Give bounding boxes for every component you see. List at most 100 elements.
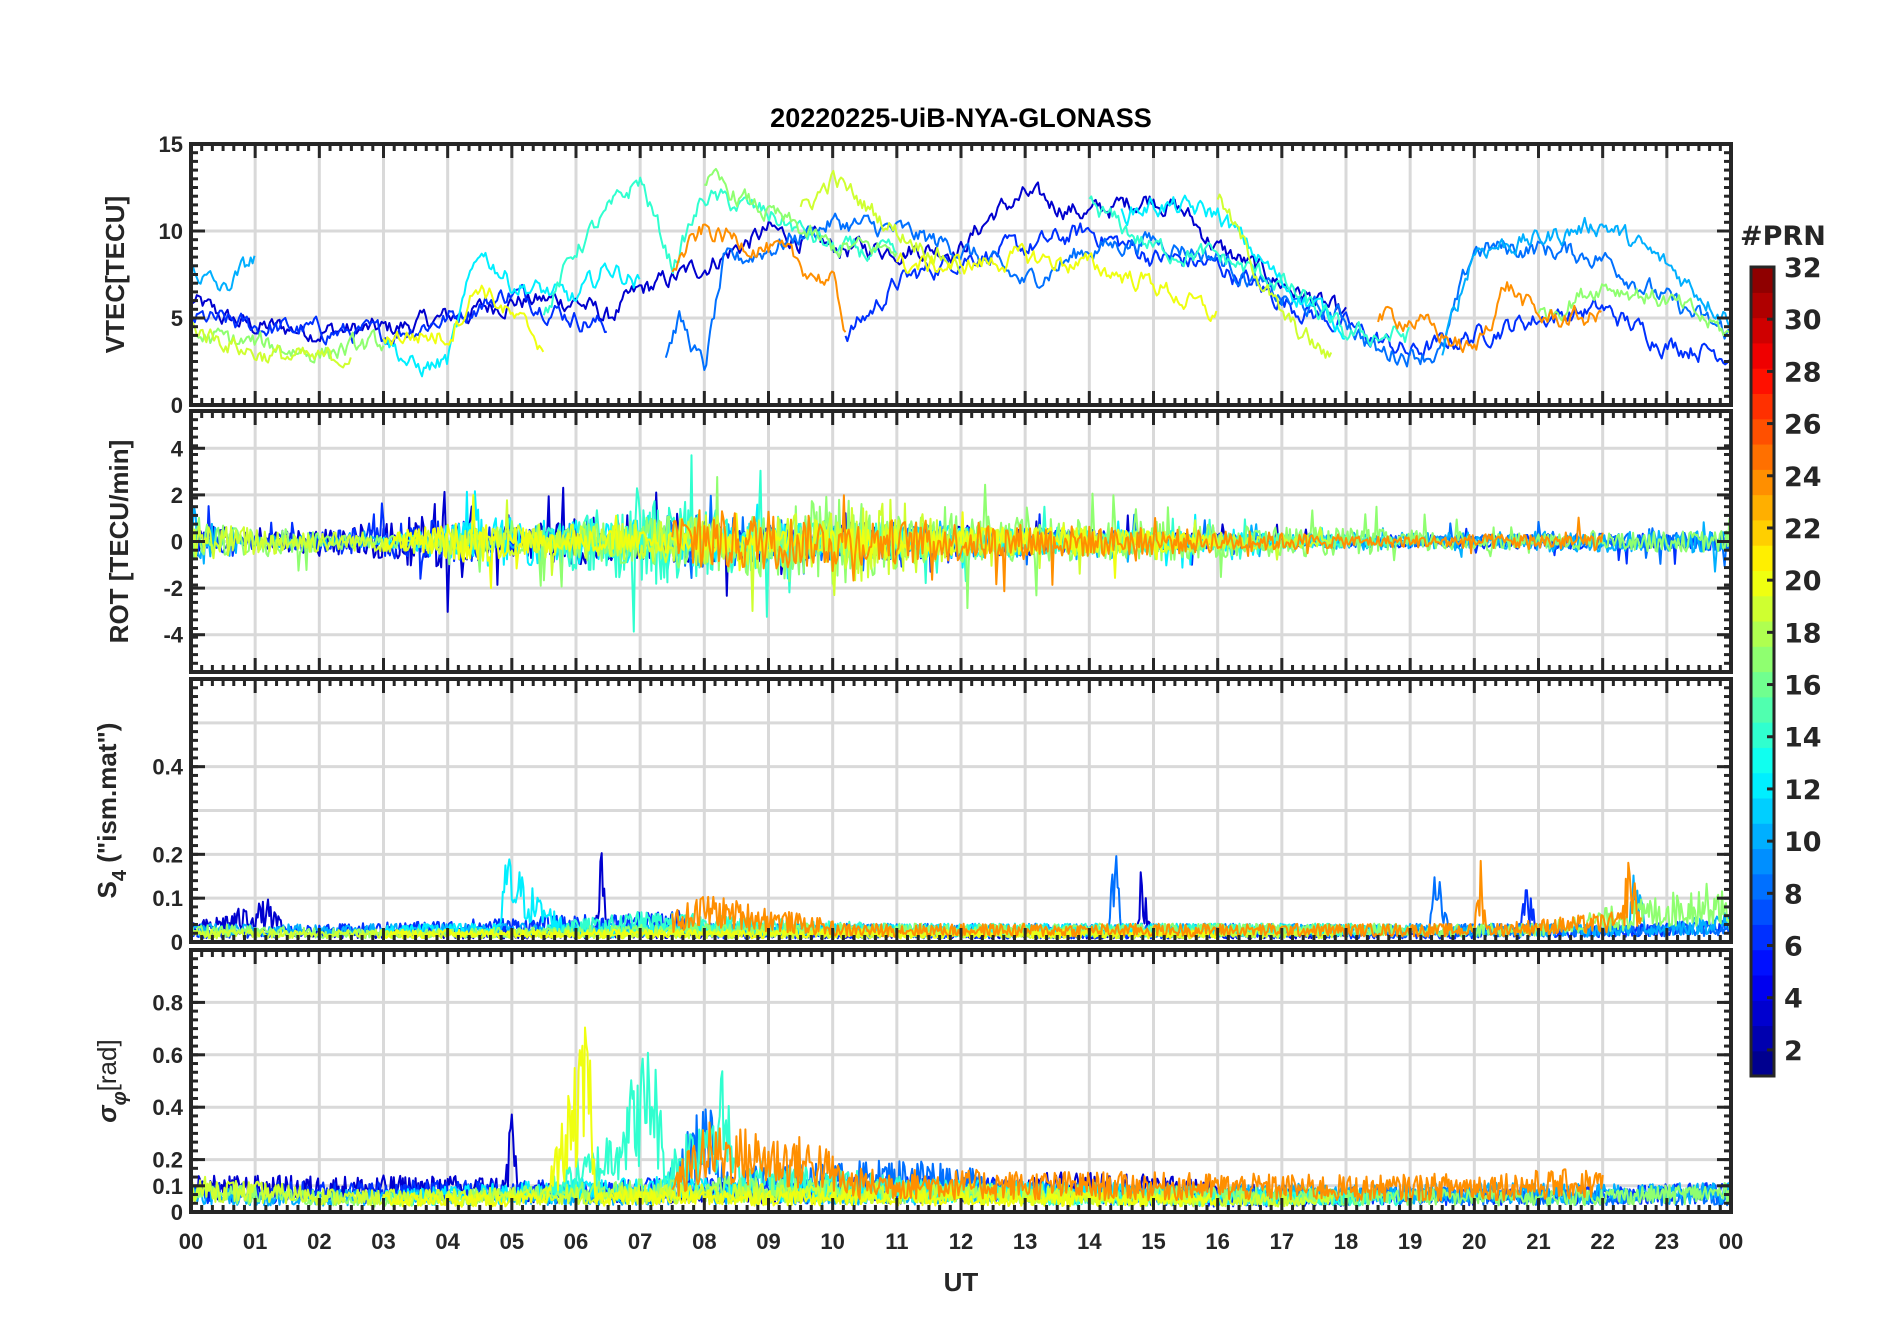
x-tick-label: 22: [1590, 1229, 1614, 1254]
series-line-prn-10: [191, 216, 1731, 356]
colorbar-swatch: [1751, 595, 1774, 622]
y-tick-label: 0.8: [152, 990, 183, 1015]
y-tick-label: -4: [163, 623, 183, 648]
colorbar-swatch: [1751, 570, 1774, 597]
colorbar-tick-label: 28: [1784, 357, 1822, 388]
colorbar-swatch: [1751, 368, 1774, 395]
series-line-prn-3: [191, 181, 1347, 343]
colorbar-tick-label: 14: [1784, 723, 1822, 754]
x-tick-label: 15: [1141, 1229, 1165, 1254]
y-tick-label: 0.1: [152, 886, 183, 911]
x-tick-label: 06: [564, 1229, 588, 1254]
colorbar-tick-label: 20: [1784, 566, 1822, 597]
x-tick-label: 10: [820, 1229, 844, 1254]
series-group: [191, 454, 1731, 633]
y-tick-label: 0.2: [152, 842, 183, 867]
colorbar-tick-label: 18: [1784, 618, 1822, 649]
panel-s4: 0 0.1 0.2 0.4 S4 ("ism.mat"): [92, 677, 1733, 955]
colorbar-swatch: [1751, 317, 1774, 344]
x-tick-label: 08: [692, 1229, 716, 1254]
colorbar-swatch: [1751, 519, 1774, 546]
colorbar-swatch: [1751, 545, 1774, 571]
series-group: [191, 167, 1731, 378]
colorbar-tick-label: 30: [1784, 305, 1822, 336]
x-tick-label: 04: [435, 1229, 460, 1254]
x-tick-label: 07: [628, 1229, 652, 1254]
y-tick-label: 0: [171, 1200, 183, 1225]
x-tick-label: 09: [756, 1229, 780, 1254]
y-tick-label: 10: [159, 219, 183, 244]
y-tick-label: 0.1: [152, 1174, 183, 1199]
colorbar-swatch: [1751, 797, 1774, 824]
panel-vtec: 0 5 10 15 VTEC[TECU]: [100, 132, 1733, 418]
y-label-rest: [rad]: [92, 1039, 122, 1091]
colorbar-swatch: [1751, 671, 1774, 698]
colorbar-swatch: [1751, 443, 1774, 470]
x-tick-label: 14: [1077, 1229, 1102, 1254]
x-axis-label: UT: [944, 1267, 979, 1297]
x-tick-label: 05: [500, 1229, 524, 1254]
colorbar-tick-label: 16: [1784, 671, 1822, 702]
colorbar-swatch: [1751, 342, 1774, 369]
colorbar-frame: [1749, 265, 1776, 1078]
colorbar-tick-label: 26: [1784, 410, 1822, 441]
colorbar-swatch: [1751, 1000, 1774, 1027]
colorbar-swatch: [1751, 924, 1774, 951]
colorbar-swatch: [1751, 1025, 1774, 1052]
x-tick-label: 00: [1719, 1229, 1743, 1254]
colorbar-swatch: [1751, 292, 1774, 319]
x-tick-label: 19: [1398, 1229, 1422, 1254]
series-line-prn-24: [671, 223, 1602, 354]
colorbar-swatch: [1751, 722, 1774, 748]
y-tick-label: 0: [171, 930, 183, 955]
series-line-prn-20: [382, 242, 1218, 353]
y-axis-label: VTEC[TECU]: [100, 196, 130, 353]
x-tick-label: 03: [371, 1229, 395, 1254]
y-label-subscript: 4: [109, 869, 131, 881]
colorbar-swatch: [1751, 772, 1774, 799]
colorbar-tick-label: 10: [1784, 827, 1822, 858]
y-axis-label: ROT [TECU/min]: [104, 440, 134, 644]
y-tick-label: 0.6: [152, 1043, 183, 1068]
series-group: [191, 1026, 1731, 1208]
x-tick-label: 20: [1462, 1229, 1486, 1254]
x-tick-label: 11: [885, 1229, 908, 1254]
x-tick-label: 00: [179, 1229, 203, 1254]
y-tick-label: 4: [171, 436, 184, 461]
x-tick-label: 18: [1334, 1229, 1358, 1254]
colorbar-swatch: [1751, 620, 1774, 647]
x-tick-label: 17: [1270, 1229, 1294, 1254]
y-tick-label: 0: [171, 530, 183, 555]
colorbar-swatch: [1751, 494, 1774, 521]
colorbar-swatch: [1751, 469, 1774, 496]
y-tick-label: 5: [171, 306, 183, 331]
colorbar-swatch: [1751, 1050, 1774, 1077]
x-tick-label: 21: [1526, 1229, 1550, 1254]
x-tick-label: 01: [243, 1229, 267, 1254]
colorbar-tick-label: 4: [1784, 984, 1803, 1015]
y-label-main: S: [92, 881, 122, 898]
colorbar-tick-label: 32: [1784, 253, 1822, 284]
colorbar-tick-label: 8: [1784, 879, 1803, 910]
y-tick-label: 2: [171, 483, 183, 508]
colorbar-swatch: [1751, 848, 1774, 875]
panel-frame: [189, 677, 1733, 944]
y-tick-label: 0: [171, 393, 183, 418]
colorbar-tick-label: 2: [1784, 1036, 1803, 1067]
y-tick-label: 15: [159, 132, 183, 157]
chart-title: 20220225-UiB-NYA-GLONASS: [770, 103, 1152, 133]
y-label-main: σ: [92, 1104, 122, 1123]
colorbar-swatch: [1751, 696, 1774, 723]
y-tick-label: -2: [163, 576, 183, 601]
colorbar-swatch: [1751, 267, 1774, 293]
panel-rot: -4 -2 0 2 4 ROT [TECU/min]: [104, 409, 1733, 674]
x-tick-label: 23: [1655, 1229, 1679, 1254]
colorbar-swatch: [1751, 418, 1774, 445]
colorbar-tick-label: 24: [1784, 462, 1822, 493]
panel-frame: [189, 142, 1733, 407]
colorbar-swatch: [1751, 823, 1774, 850]
colorbar-tick-label: 22: [1784, 514, 1822, 545]
